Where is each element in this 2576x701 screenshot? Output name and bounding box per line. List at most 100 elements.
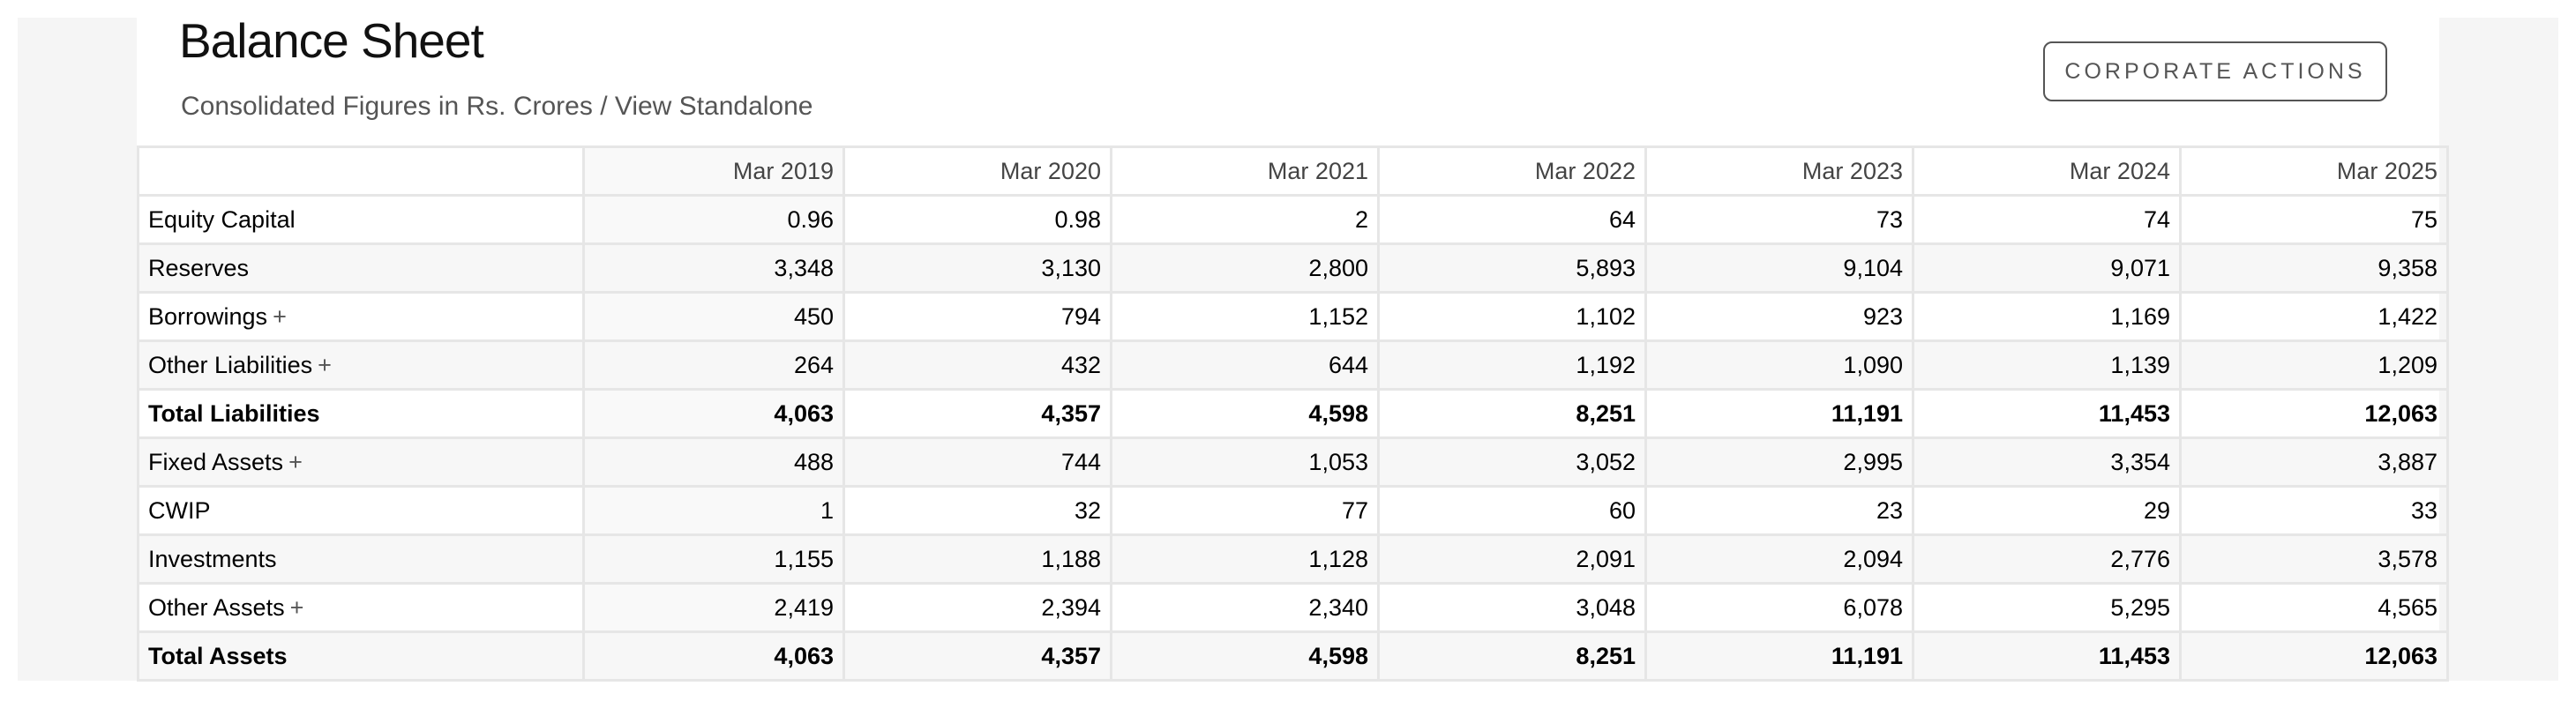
table-row: Equity Capital 0.96 0.98 2 64 73 74 75: [137, 194, 2449, 245]
header-row: Mar 2019 Mar 2020 Mar 2021 Mar 2022 Mar 2023…: [137, 145, 2449, 197]
expand-plus-icon[interactable]: +: [273, 302, 287, 330]
value-cell: 4,598: [1110, 388, 1380, 439]
value-cell: 1,188: [842, 533, 1112, 585]
value-cell: 3,048: [1377, 582, 1647, 633]
row-label: Borrowings: [148, 302, 268, 330]
column-header: Mar 2024: [1912, 145, 2182, 197]
expand-plus-icon[interactable]: +: [289, 593, 304, 621]
value-cell: 8,251: [1377, 388, 1647, 439]
value-cell: 77: [1110, 485, 1380, 536]
value-cell: 2,394: [842, 582, 1112, 633]
value-cell: 74: [1912, 194, 2182, 245]
row-label-cell[interactable]: Other Liabilities +: [137, 339, 585, 391]
value-cell: 450: [582, 291, 845, 342]
value-cell: 4,063: [582, 388, 845, 439]
value-cell: 488: [582, 436, 845, 488]
column-header: Mar 2022: [1377, 145, 1647, 197]
value-cell: 23: [1644, 485, 1914, 536]
value-cell: 2,995: [1644, 436, 1914, 488]
value-cell: 11,191: [1644, 388, 1914, 439]
value-cell: 1,209: [2179, 339, 2449, 391]
value-cell: 11,453: [1912, 630, 2182, 682]
value-cell: 1,102: [1377, 291, 1647, 342]
column-header: Mar 2019: [582, 145, 845, 197]
expand-plus-icon[interactable]: +: [318, 351, 332, 378]
value-cell: 64: [1377, 194, 1647, 245]
value-cell: 794: [842, 291, 1112, 342]
value-cell: 5,295: [1912, 582, 2182, 633]
value-cell: 60: [1377, 485, 1647, 536]
row-label-cell[interactable]: Borrowings +: [137, 291, 585, 342]
expand-plus-icon[interactable]: +: [288, 448, 303, 475]
value-cell: 9,104: [1644, 242, 1914, 294]
value-cell: 32: [842, 485, 1112, 536]
header-label-cell: [137, 145, 585, 197]
balance-sheet-table: Mar 2019 Mar 2020 Mar 2021 Mar 2022 Mar 2023…: [137, 145, 2449, 682]
value-cell: 1: [582, 485, 845, 536]
value-cell: 2,094: [1644, 533, 1914, 585]
value-cell: 9,358: [2179, 242, 2449, 294]
table-row: Total Liabilities 4,063 4,357 4,598 8,251 11,…: [137, 388, 2449, 439]
row-label-cell[interactable]: Other Assets +: [137, 582, 585, 633]
value-cell: 3,052: [1377, 436, 1647, 488]
row-label-cell: Equity Capital: [137, 194, 585, 245]
value-cell: 1,053: [1110, 436, 1380, 488]
value-cell: 744: [842, 436, 1112, 488]
table-row: CWIP 1 32 77 60 23 29 33: [137, 485, 2449, 536]
column-header: Mar 2021: [1110, 145, 1380, 197]
row-label: Investments: [148, 545, 277, 572]
page-title: Balance Sheet: [179, 13, 484, 68]
row-label: Total Liabilities: [148, 399, 320, 427]
value-cell: 9,071: [1912, 242, 2182, 294]
value-cell: 12,063: [2179, 388, 2449, 439]
corporate-actions-button[interactable]: CORPORATE ACTIONS: [2043, 41, 2387, 101]
value-cell: 75: [2179, 194, 2449, 245]
value-cell: 3,348: [582, 242, 845, 294]
value-cell: 0.96: [582, 194, 845, 245]
table-row: Other Liabilities +264 432 644 1,192 1,090 1,1…: [137, 339, 2449, 391]
value-cell: 3,887: [2179, 436, 2449, 488]
value-cell: 11,453: [1912, 388, 2182, 439]
row-label-cell[interactable]: Fixed Assets +: [137, 436, 585, 488]
value-cell: 2,800: [1110, 242, 1380, 294]
value-cell: 8,251: [1377, 630, 1647, 682]
value-cell: 923: [1644, 291, 1914, 342]
value-cell: 11,191: [1644, 630, 1914, 682]
row-label-cell: Total Assets: [137, 630, 585, 682]
value-cell: 644: [1110, 339, 1380, 391]
value-cell: 4,063: [582, 630, 845, 682]
value-cell: 0.98: [842, 194, 1112, 245]
value-cell: 3,578: [2179, 533, 2449, 585]
table-row: Investments 1,155 1,188 1,128 2,091 2,094 2,77…: [137, 533, 2449, 585]
table-row: Reserves 3,348 3,130 2,800 5,893 9,104 9,071 9,…: [137, 242, 2449, 294]
value-cell: 6,078: [1644, 582, 1914, 633]
value-cell: 432: [842, 339, 1112, 391]
value-cell: 4,598: [1110, 630, 1380, 682]
value-cell: 2,419: [582, 582, 845, 633]
value-cell: 1,152: [1110, 291, 1380, 342]
row-label: Equity Capital: [148, 205, 296, 233]
row-label: Other Liabilities: [148, 351, 313, 378]
row-label-cell: CWIP: [137, 485, 585, 536]
value-cell: 1,128: [1110, 533, 1380, 585]
value-cell: 1,155: [582, 533, 845, 585]
row-label: Fixed Assets: [148, 448, 284, 475]
value-cell: 264: [582, 339, 845, 391]
column-header: Mar 2025: [2179, 145, 2449, 197]
value-cell: 3,354: [1912, 436, 2182, 488]
value-cell: 33: [2179, 485, 2449, 536]
row-label-cell: Reserves: [137, 242, 585, 294]
value-cell: 4,565: [2179, 582, 2449, 633]
table-row: Fixed Assets +488 744 1,053 3,052 2,995 3,354 3…: [137, 436, 2449, 488]
row-label-cell: Total Liabilities: [137, 388, 585, 439]
value-cell: 1,422: [2179, 291, 2449, 342]
value-cell: 73: [1644, 194, 1914, 245]
value-cell: 4,357: [842, 630, 1112, 682]
table-row: Other Assets +2,419 2,394 2,340 3,048 6,078 5,…: [137, 582, 2449, 633]
subtitle[interactable]: Consolidated Figures in Rs. Crores / Vie…: [181, 92, 813, 121]
value-cell: 1,169: [1912, 291, 2182, 342]
table-row: Borrowings +450 794 1,152 1,102 923 1,169 1,422: [137, 291, 2449, 342]
table-row: Total Assets 4,063 4,357 4,598 8,251 11,191 11…: [137, 630, 2449, 682]
column-header: Mar 2020: [842, 145, 1112, 197]
value-cell: 1,139: [1912, 339, 2182, 391]
